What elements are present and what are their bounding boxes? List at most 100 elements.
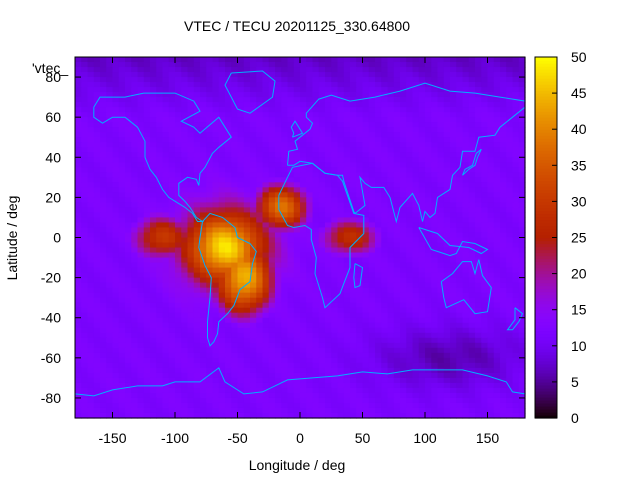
heatmap-cell [468, 167, 476, 173]
heatmap-cell [268, 212, 276, 219]
heatmap-cell [218, 257, 226, 264]
heatmap-cell [375, 177, 382, 183]
heatmap-cell [387, 87, 395, 93]
heatmap-cell [406, 337, 414, 344]
heatmap-cell [156, 147, 164, 153]
heatmap-cell [506, 167, 514, 173]
heatmap-cell [150, 237, 157, 244]
heatmap-cell [331, 242, 339, 249]
heatmap-cell [425, 147, 432, 153]
heatmap-cell [293, 77, 301, 83]
heatmap-cell [206, 327, 214, 334]
heatmap-cell [487, 302, 495, 309]
heatmap-cell [93, 202, 101, 209]
heatmap-cell [93, 227, 101, 234]
heatmap-cell [381, 112, 389, 118]
heatmap-cell [493, 307, 501, 314]
heatmap-cell [306, 132, 314, 138]
heatmap-cell [168, 192, 176, 198]
heatmap-cell [337, 342, 345, 349]
heatmap-cell [293, 107, 301, 113]
heatmap-cell [125, 397, 132, 404]
heatmap-cell [312, 162, 320, 168]
heatmap-cell [112, 147, 120, 153]
heatmap-cell [125, 102, 132, 108]
heatmap-cell [75, 287, 82, 294]
heatmap-cell [437, 287, 445, 294]
heatmap-cell [468, 312, 476, 319]
heatmap-cell [137, 277, 145, 284]
heatmap-cell [187, 147, 195, 153]
heatmap-cell [406, 142, 414, 148]
heatmap-cell [187, 302, 195, 309]
heatmap-cell [106, 127, 114, 133]
heatmap-cell [175, 392, 182, 399]
heatmap-cell [306, 242, 314, 249]
heatmap-cell [231, 272, 239, 279]
heatmap-cell [75, 272, 82, 279]
heatmap-cell [81, 247, 89, 254]
heatmap-cell [306, 232, 314, 239]
heatmap-cell [187, 292, 195, 299]
heatmap-cell [287, 177, 295, 183]
heatmap-cell [468, 292, 476, 299]
heatmap-cell [150, 62, 157, 68]
heatmap-cell [362, 307, 370, 314]
heatmap-cell [506, 272, 514, 279]
heatmap-cell [87, 197, 95, 203]
heatmap-cell [450, 222, 457, 229]
heatmap-cell [306, 102, 314, 108]
heatmap-cell [375, 387, 382, 394]
heatmap-cell [256, 302, 264, 309]
heatmap-cell [262, 257, 270, 264]
heatmap-cell [331, 322, 339, 329]
heatmap-cell [100, 237, 107, 244]
heatmap-cell [306, 77, 314, 83]
heatmap-cell [500, 267, 507, 274]
heatmap-cell [331, 207, 339, 214]
heatmap-cell [112, 282, 120, 289]
heatmap-cell [150, 337, 157, 344]
heatmap-cell [368, 327, 376, 334]
heatmap-cell [237, 342, 245, 349]
heatmap-cell [387, 217, 395, 224]
heatmap-cell [250, 62, 257, 68]
heatmap-cell [81, 307, 89, 314]
heatmap-cell [168, 247, 176, 254]
heatmap-cell [325, 227, 332, 234]
heatmap-cell [187, 157, 195, 163]
heatmap-cell [237, 147, 245, 153]
heatmap-cell [362, 247, 370, 254]
heatmap-cell [243, 72, 251, 78]
heatmap-cell [300, 312, 307, 319]
heatmap-cell [443, 207, 451, 214]
heatmap-cell [500, 257, 507, 264]
heatmap-cell [425, 237, 432, 244]
heatmap-cell [437, 262, 445, 269]
heatmap-cell [356, 292, 364, 299]
heatmap-cell [512, 57, 520, 63]
heatmap-cell [206, 207, 214, 214]
heatmap-cell [325, 62, 332, 68]
heatmap-cell [431, 227, 439, 234]
heatmap-cell [481, 302, 489, 309]
heatmap-cell [425, 112, 432, 118]
heatmap-cell [93, 402, 101, 409]
heatmap-cell [256, 397, 264, 404]
heatmap-cell [431, 252, 439, 259]
heatmap-cell [400, 302, 407, 309]
heatmap-cell [93, 142, 101, 148]
heatmap-cell [518, 377, 526, 384]
heatmap-cell [300, 322, 307, 329]
heatmap-cell [275, 227, 282, 234]
heatmap-cell [281, 147, 289, 153]
heatmap-cell [225, 332, 232, 339]
heatmap-cell [443, 162, 451, 168]
heatmap-cell [243, 97, 251, 103]
heatmap-cell [300, 287, 307, 294]
heatmap-cell [456, 192, 464, 198]
heatmap-cell [312, 217, 320, 224]
heatmap-cell [362, 322, 370, 329]
heatmap-cell [518, 167, 526, 173]
heatmap-cell [200, 252, 207, 259]
